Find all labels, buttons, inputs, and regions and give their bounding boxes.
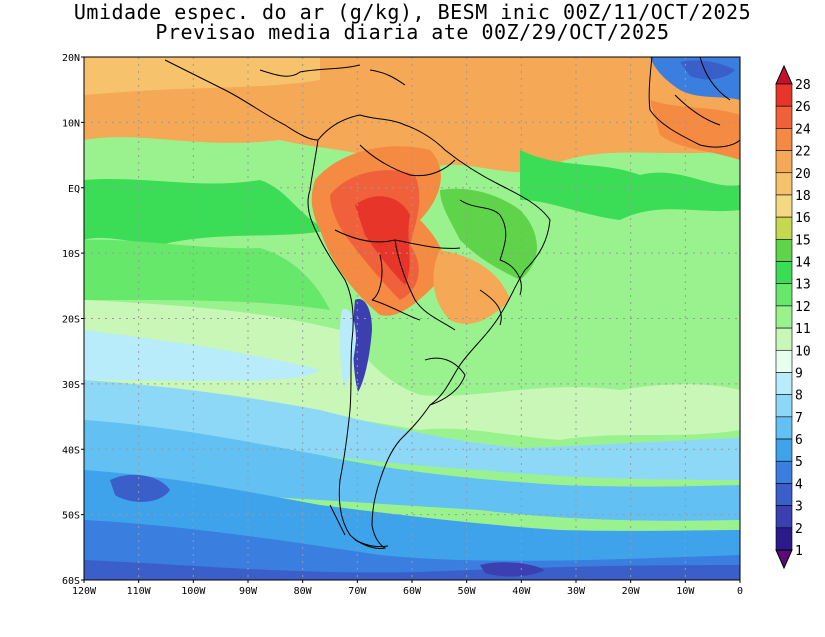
longitude-labels: 120W 110W 100W 90W 80W 70W 60W 50W 40W 30W 20W 10W 0 xyxy=(72,580,743,597)
colorbar-level-label: 18 xyxy=(795,189,811,204)
colorbar-labels: 28 26 24 22 20 18 16 15 14 13 12 11 10 9 8 7 6 5 4 3 2 1 xyxy=(795,78,811,559)
colorbar-level-label: 26 xyxy=(795,100,811,115)
lon-label: 10W xyxy=(676,586,695,597)
colorbar-min-arrow xyxy=(775,549,793,570)
colorbar-level-label: 8 xyxy=(795,389,803,404)
colorbar-swatch xyxy=(775,372,793,395)
colorbar-level-label: 9 xyxy=(795,366,803,381)
lon-label: 100W xyxy=(181,586,206,597)
colorbar-level-label: 14 xyxy=(795,256,811,271)
colorbar-swatch xyxy=(775,172,793,196)
colorbar-level-label: 15 xyxy=(795,233,811,248)
colorbar-swatch xyxy=(775,505,793,529)
colorbar-level-label: 6 xyxy=(795,433,803,448)
colorbar-level-label: 22 xyxy=(795,145,811,160)
colorbar-level-label: 16 xyxy=(795,211,811,226)
map-title: Umidade espec. do ar (g/kg), BESM inic 0… xyxy=(0,2,825,42)
colorbar-swatch xyxy=(775,305,793,329)
colorbar-swatch xyxy=(775,349,793,373)
lat-label: 40S xyxy=(62,445,80,456)
colorbar-swatch xyxy=(775,194,793,218)
lat-label: EQ xyxy=(68,184,80,195)
colorbar-swatch xyxy=(775,83,793,107)
colorbar-level-label: 20 xyxy=(795,167,811,182)
colorbar-level-label: 24 xyxy=(795,122,811,137)
title-line-1: Umidade espec. do ar (g/kg), BESM inic 0… xyxy=(73,0,752,24)
lon-label: 80W xyxy=(294,586,313,597)
title-line-2: Previsao media diaria ate 00Z/29/OCT/202… xyxy=(155,20,670,44)
colorbar-swatch xyxy=(775,327,793,351)
colorbar-level-label: 28 xyxy=(795,78,811,93)
colorbar-swatch xyxy=(775,460,793,484)
colorbar-swatch xyxy=(775,283,793,307)
colorbar xyxy=(775,64,793,570)
lon-label: 60W xyxy=(403,586,422,597)
colorbar-level-label: 3 xyxy=(795,500,803,515)
lon-label: 70W xyxy=(348,586,367,597)
graticule xyxy=(84,57,740,580)
colorbar-level-label: 1 xyxy=(795,544,803,559)
latitude-labels: 20N 10N EQ 10S 20S 30S 40S 50S 60S xyxy=(62,53,84,587)
colorbar-level-label: 10 xyxy=(795,344,811,359)
colorbar-swatch xyxy=(775,128,793,151)
lat-label: 30S xyxy=(62,380,80,391)
colorbar-swatch xyxy=(775,527,793,551)
lat-label: 10S xyxy=(62,249,80,260)
lat-label: 20S xyxy=(62,315,80,326)
colorbar-swatch xyxy=(775,216,793,240)
colorbar-swatch xyxy=(775,261,793,285)
lat-label: 20N xyxy=(62,53,80,64)
colorbar-level-label: 11 xyxy=(795,322,811,337)
lon-label: 120W xyxy=(72,586,97,597)
lon-label: 90W xyxy=(239,586,258,597)
lat-label: 10N xyxy=(62,118,80,129)
colorbar-swatch xyxy=(775,239,793,262)
colorbar-swatch xyxy=(775,394,793,418)
colorbar-level-label: 12 xyxy=(795,300,811,315)
colorbar-level-label: 7 xyxy=(795,411,803,426)
colorbar-level-label: 5 xyxy=(795,455,803,470)
lat-label: 60S xyxy=(62,576,80,587)
colorbar-swatch xyxy=(775,438,793,462)
lon-label: 20W xyxy=(622,586,641,597)
coastlines xyxy=(164,56,741,549)
lon-label: 30W xyxy=(567,586,586,597)
colorbar-max-arrow xyxy=(775,64,793,85)
colorbar-level-label: 4 xyxy=(795,477,803,492)
lon-label: 0 xyxy=(737,586,743,597)
colorbar-level-label: 13 xyxy=(795,278,811,293)
colorbar-level-label: 2 xyxy=(795,522,803,537)
colorbar-swatch xyxy=(775,483,793,506)
lon-label: 110W xyxy=(127,586,152,597)
colorbar-swatch xyxy=(775,150,793,174)
lon-label: 50W xyxy=(458,586,477,597)
colorbar-swatch xyxy=(775,105,793,129)
colorbar-swatch xyxy=(775,416,793,440)
lat-label: 50S xyxy=(62,511,80,522)
lon-label: 40W xyxy=(512,586,531,597)
